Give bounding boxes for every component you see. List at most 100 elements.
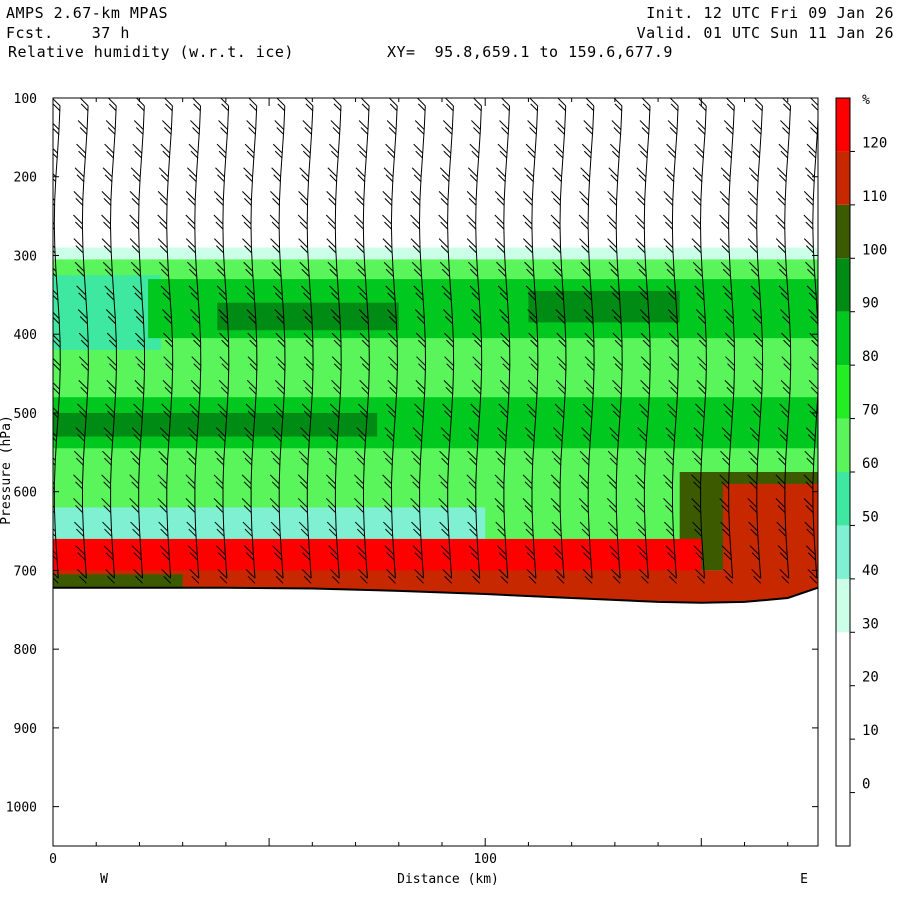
barb-flag: [103, 245, 112, 253]
barb-flag: [667, 120, 678, 130]
barb-flag: [382, 214, 392, 225]
barb-flag: [805, 198, 814, 206]
barb-flag: [215, 505, 224, 513]
barb-flag: [583, 150, 592, 159]
barb-flag: [554, 568, 565, 579]
barb-flag: [443, 150, 452, 159]
barb-flag: [805, 245, 814, 253]
barb-flag: [385, 528, 393, 537]
barb-flag: [134, 150, 143, 159]
barb-flag: [698, 386, 707, 395]
barb-flag: [606, 474, 617, 485]
barb-flag: [160, 285, 171, 296]
barb-flag: [444, 332, 454, 343]
barb-flag: [302, 552, 310, 561]
barb-flag: [271, 221, 280, 230]
barb-flag: [775, 498, 786, 508]
barb-flag: [217, 434, 226, 442]
barb-flag: [612, 379, 622, 390]
barb-flag: [582, 568, 593, 579]
barb-flag: [668, 292, 676, 301]
barb-flag: [667, 568, 677, 579]
barb-flag: [581, 457, 590, 466]
y-tick-label: 100: [14, 92, 37, 107]
barb-flag: [753, 332, 763, 343]
barb-flag: [727, 363, 735, 372]
colorbar: 0 10 20 30 40 50 60 70 80 90 100 110 120: [835, 97, 887, 847]
barb-flag: [806, 457, 815, 466]
barb-flag: [497, 285, 508, 296]
y-tick-label: 900: [14, 722, 37, 737]
barb-flag: [165, 339, 173, 348]
barb-flag: [691, 474, 701, 485]
barb-flag: [76, 268, 85, 277]
rh-layer-2: [53, 275, 162, 350]
barb-flag: [723, 434, 732, 442]
barb-flag: [471, 292, 480, 301]
barb-flag: [416, 316, 425, 324]
barb-flag: [221, 363, 230, 372]
barb-flag: [470, 434, 479, 442]
barb-flag: [161, 552, 170, 561]
barb-flag: [640, 410, 649, 419]
barb-flag: [53, 334, 61, 343]
barb-flag: [105, 568, 115, 579]
barb-flag: [157, 238, 168, 248]
colorbar-tick-label: 100: [862, 242, 887, 258]
barb-flag: [807, 268, 815, 277]
barb-flag: [412, 545, 423, 556]
barb-flag: [77, 434, 86, 442]
barb-flag: [79, 575, 87, 584]
barb-flag: [585, 316, 594, 324]
barb-flag: [777, 221, 786, 230]
colorbar-tick-label: 20: [862, 670, 879, 686]
barb-flag: [495, 450, 506, 461]
barb-flag: [808, 292, 817, 301]
barb-flag: [473, 386, 482, 395]
barb-flag: [580, 167, 591, 178]
barb-flag: [301, 174, 310, 183]
barb-flag: [697, 127, 706, 135]
barb-flag: [132, 174, 141, 183]
barb-flag: [751, 403, 761, 414]
barb-flag: [580, 261, 591, 272]
barb-flag: [443, 292, 452, 301]
barb-flag: [667, 309, 678, 319]
barb-flag: [528, 410, 537, 419]
barb-flag: [635, 450, 646, 461]
barb-flag: [578, 214, 589, 225]
barb-flag: [522, 498, 533, 508]
y-axis-label: Pressure (hPa): [0, 415, 14, 525]
barb-flag: [301, 285, 311, 296]
barb-flag: [414, 568, 424, 579]
barb-flag: [441, 174, 450, 183]
barb-flag: [808, 120, 818, 130]
barb-flag: [130, 450, 140, 461]
barb-flag: [750, 143, 761, 154]
barb-flag: [497, 528, 506, 537]
barb-flag: [137, 339, 145, 348]
barb-flag: [384, 427, 395, 437]
barb-flag: [472, 332, 482, 343]
barb-flag: [446, 339, 454, 348]
barb-flag: [775, 191, 786, 201]
barb-flag: [160, 174, 169, 183]
barb-flag: [474, 339, 482, 348]
barb-column: [438, 98, 455, 584]
barb-flag: [187, 545, 198, 556]
barb-flag: [132, 143, 143, 154]
barb-flag: [637, 245, 646, 253]
barb-flag: [300, 427, 310, 437]
colorbar-bin-10: [836, 98, 850, 152]
barb-flag: [326, 450, 337, 461]
barb-flag: [305, 339, 314, 348]
barb-flag: [215, 545, 226, 556]
barb-flag: [501, 386, 510, 395]
barb-flag: [331, 575, 340, 584]
barb-flag: [73, 498, 83, 508]
barb-flag: [303, 332, 314, 343]
barb-flag: [354, 238, 365, 248]
barb-flag: [663, 238, 674, 248]
barb-flag: [749, 545, 760, 556]
barb-flag: [526, 268, 534, 277]
